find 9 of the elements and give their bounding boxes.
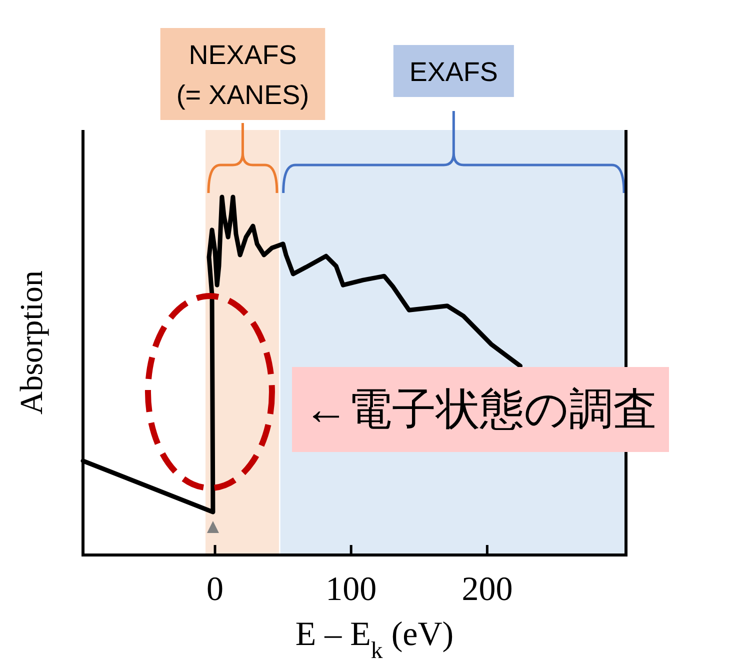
band-label: EXAFS [409, 57, 498, 87]
x-axis-title: E – E$_{k}$ (eV) [295, 616, 454, 662]
x-tick-label: 0 [206, 571, 224, 608]
x-tick-label: 100 [326, 571, 377, 608]
y-axis-title: Absorption [13, 270, 49, 414]
annotation: ←電子状態の調査 [304, 385, 657, 434]
annotation: ←電子状態の調査 [292, 367, 669, 452]
x-tick-label: 200 [462, 571, 513, 608]
band-label: NEXAFS (= XANES) [176, 40, 310, 110]
